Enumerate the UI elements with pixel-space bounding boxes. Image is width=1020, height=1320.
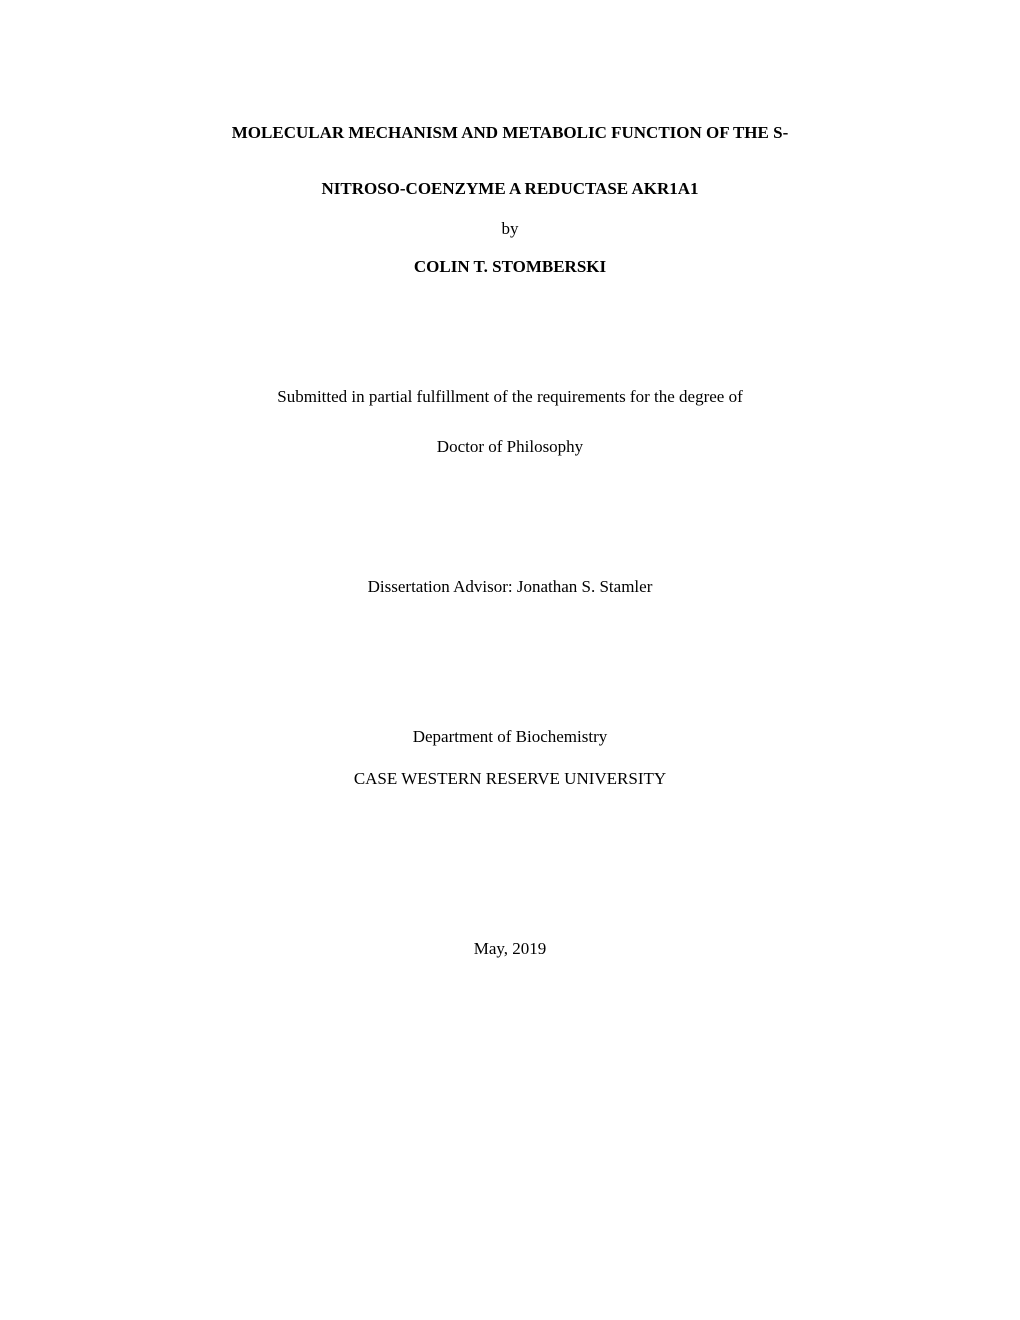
dissertation-title: MOLECULAR MECHANISM AND METABOLIC FUNCTI… (190, 120, 830, 201)
title-line-2: NITROSO-COENZYME A REDUCTASE AKR1A1 (190, 176, 830, 202)
by-label: by (190, 219, 830, 239)
date-line: May, 2019 (190, 939, 830, 959)
degree-name: Doctor of Philosophy (190, 437, 830, 457)
submitted-statement: Submitted in partial fulfillment of the … (190, 387, 830, 407)
department-name: Department of Biochemistry (190, 727, 830, 747)
title-page: MOLECULAR MECHANISM AND METABOLIC FUNCTI… (190, 120, 830, 959)
advisor-line: Dissertation Advisor: Jonathan S. Stamle… (190, 577, 830, 597)
author-name: COLIN T. STOMBERSKI (190, 257, 830, 277)
title-line-1: MOLECULAR MECHANISM AND METABOLIC FUNCTI… (190, 120, 830, 146)
university-name: CASE WESTERN RESERVE UNIVERSITY (190, 769, 830, 789)
